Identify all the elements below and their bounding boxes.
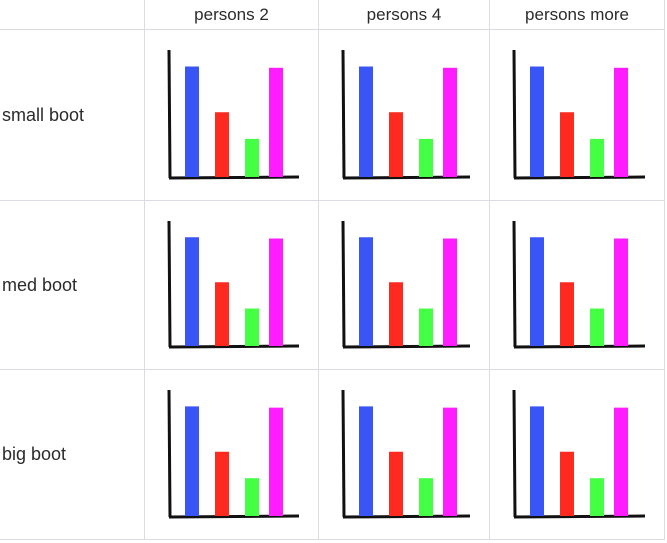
x-axis [342,175,471,180]
bar-4 [443,67,457,177]
y-axis [167,220,172,348]
bar-1 [530,237,544,346]
y-axis [167,389,172,518]
bar-1 [530,406,544,516]
chart-svg [512,220,646,349]
chart-big-boot-persons-2 [145,370,319,540]
bar-1 [185,406,199,516]
x-axis [342,514,471,519]
bar-2 [215,282,229,346]
chart-svg [341,49,471,180]
chart-svg [512,389,646,519]
corner-cell [0,0,145,30]
bar-1 [185,66,199,177]
bar-3 [419,138,433,177]
chart-small-boot-persons-2 [145,30,319,201]
bar-4 [269,407,283,516]
chart-svg [167,389,300,519]
chart-big-boot-persons-4 [319,370,490,540]
chart-big-boot-persons-more [490,370,665,540]
y-axis [512,220,517,348]
bar-2 [215,451,229,516]
bar-4 [614,67,628,177]
y-axis [341,220,346,348]
bar-2 [389,451,403,516]
bar-1 [359,66,373,177]
bar-2 [560,112,574,177]
row-header-big-boot: big boot [0,370,145,540]
bar-3 [245,138,259,177]
column-header-persons-2: persons 2 [145,0,319,30]
chart-med-boot-persons-4 [319,201,490,370]
bar-3 [590,478,604,516]
chart-small-boot-persons-4 [319,30,490,201]
y-axis [512,49,517,179]
y-axis [341,389,346,518]
bar-2 [560,451,574,516]
chart-med-boot-persons-more [490,201,665,370]
bar-3 [419,478,433,516]
y-axis [512,389,517,518]
chart-svg [341,220,471,349]
bar-4 [269,67,283,177]
bar-4 [614,238,628,346]
bar-1 [359,406,373,516]
bar-2 [560,282,574,346]
bar-2 [215,112,229,177]
x-axis [513,344,646,349]
row-header-med-boot: med boot [0,201,145,370]
bar-2 [389,282,403,346]
bar-4 [269,238,283,346]
x-axis [513,514,646,519]
y-axis [341,49,346,179]
chart-svg [512,49,646,180]
chart-svg [341,389,471,519]
bar-4 [614,407,628,516]
bar-3 [245,478,259,516]
y-axis [167,49,172,179]
x-axis [513,175,646,180]
column-header-persons-4: persons 4 [319,0,490,30]
bar-3 [590,138,604,177]
chart-svg [167,220,300,349]
chart-med-boot-persons-2 [145,201,319,370]
bar-3 [419,308,433,346]
bar-1 [359,237,373,346]
x-axis [342,344,471,349]
bar-4 [443,407,457,516]
bar-4 [443,238,457,346]
column-header-persons-more: persons more [490,0,665,30]
x-axis [168,514,300,519]
bar-1 [530,66,544,177]
bar-1 [185,237,199,346]
chart-small-boot-persons-more [490,30,665,201]
x-axis [168,344,300,349]
row-header-small-boot: small boot [0,30,145,201]
bar-2 [389,112,403,177]
bar-3 [590,308,604,346]
x-axis [168,175,300,180]
chart-svg [167,49,300,180]
bar-3 [245,308,259,346]
